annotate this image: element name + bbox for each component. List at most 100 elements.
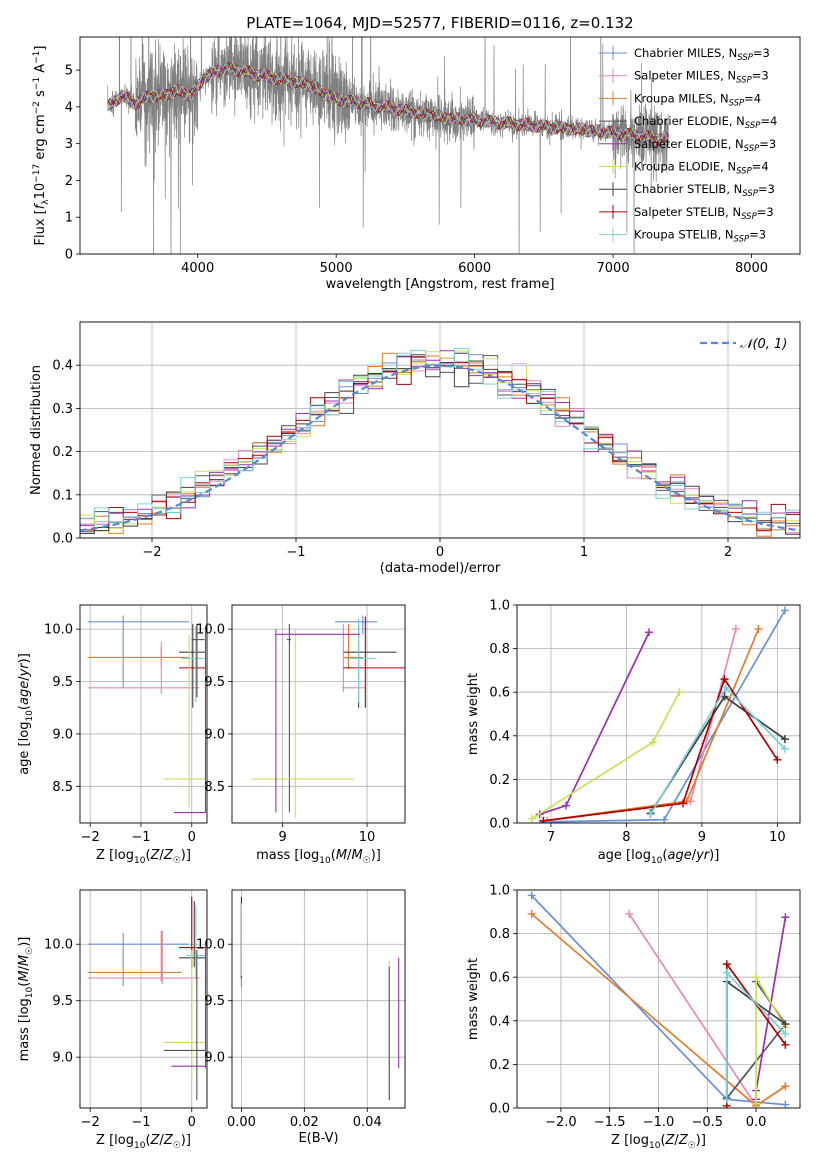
weight-marker-kroupa-elodie-0 xyxy=(528,814,537,823)
age-vs-metallicity-panel: −2 −1 0 8.5 9.0 9.5 10.0 Z [log10(Z/Z☉)] age [lo… xyxy=(17,604,208,866)
errorbar-plot-area xyxy=(87,896,207,1101)
histogram-chabrier-stelib xyxy=(80,354,800,535)
y-tick-label-3: 10.0 xyxy=(196,623,225,638)
errorbar-plot-area xyxy=(251,615,405,818)
weight-marker-salpeter-miles-0 xyxy=(625,909,634,918)
mass-vs-metallicity-panel: −2 −1 0 9.0 9.5 10.0 Z [log10(Z/Z☉)] mass [log1… xyxy=(17,889,208,1151)
x-tick-label-2: −1.0 xyxy=(643,1115,675,1130)
y-tick-label-1: 9.5 xyxy=(204,994,225,1009)
x-tick-label-2: 0 xyxy=(436,545,444,560)
histogram-plot-area xyxy=(80,347,800,537)
weight-marker-kroupa-miles-0 xyxy=(527,909,536,918)
x-tick-label-0: −2 xyxy=(142,545,161,560)
x-axis-label: Z [log10(Z/Z☉)] xyxy=(611,1133,706,1151)
axes-frame xyxy=(231,604,406,824)
legend-label-6: Chabrier STELIB, NSSP=3 xyxy=(634,182,775,199)
axes-frame xyxy=(79,889,208,1109)
x-tick-label-0: 0.00 xyxy=(227,1115,256,1130)
weight-marker-salpeter-stelib-1 xyxy=(679,799,688,808)
weight-plot-area xyxy=(528,606,789,823)
weight-marker-chabrier-miles-0 xyxy=(527,891,536,900)
y-tick-label-0: 0.0 xyxy=(489,817,510,832)
weight-marker-salpeter-stelib-1 xyxy=(722,960,731,969)
y-tick-label-5: 1.0 xyxy=(489,884,510,899)
weight-marker-kroupa-elodie-0 xyxy=(752,1099,761,1108)
x-tick-label-4: 0.0 xyxy=(746,1115,767,1130)
weight-marker-kroupa-stelib-2 xyxy=(780,744,789,753)
legend-label-0: Chabrier MILES, NSSP=3 xyxy=(634,46,770,63)
model-spectrum-kroupa-stelib xyxy=(107,63,669,145)
y-axis-label: mass [log10(M/M☉)] xyxy=(17,937,35,1062)
y-axis-label: Normed distribution xyxy=(29,365,44,495)
x-tick-label-2: 0 xyxy=(188,830,196,845)
legend-label-8: Kroupa STELIB, NSSP=3 xyxy=(634,228,766,245)
y-tick-label-2: 10.0 xyxy=(44,938,73,953)
x-tick-label-1: 5000 xyxy=(320,261,353,276)
weight-marker-kroupa-elodie-1 xyxy=(648,738,657,747)
y-tick-label-1: 0.1 xyxy=(52,488,73,503)
y-tick-label-4: 0.4 xyxy=(52,359,73,374)
x-tick-label-0: −2 xyxy=(81,830,100,845)
legend-label-4: Salpeter ELODIE, NSSP=3 xyxy=(634,137,776,154)
axes-frame xyxy=(79,321,801,539)
y-axis-label: age [log10(age/yr)] xyxy=(17,653,35,775)
x-tick-label-0: 9 xyxy=(278,830,286,845)
errorbar-plot-area xyxy=(87,615,207,814)
weight-marker-kroupa-stelib-0 xyxy=(722,1095,731,1104)
weight-marker-salpeter-miles-2 xyxy=(731,624,740,633)
y-tick-label-0: 8.5 xyxy=(52,780,73,795)
y-tick-label-1: 0.2 xyxy=(489,1058,510,1073)
weight-marker-chabrier-miles-2 xyxy=(781,1100,790,1108)
y-tick-label-4: 4 xyxy=(65,100,73,115)
x-tick-label-3: 10 xyxy=(769,830,786,845)
y-tick-label-1: 9.5 xyxy=(52,994,73,1009)
residual-histogram-panel: −2 −1 0 1 2 0.0 0.1 0.2 0.3 0.4 (data-model)/error… xyxy=(29,321,801,576)
x-axis-label: E(B-V) xyxy=(298,1131,338,1146)
model-spectrum-salpeter-stelib xyxy=(107,61,669,146)
weight-marker-chabrier-stelib-2 xyxy=(780,735,789,744)
y-tick-label-1: 0.2 xyxy=(489,773,510,788)
y-tick-label-3: 0.6 xyxy=(489,686,510,701)
y-tick-label-1: 9.0 xyxy=(52,727,73,742)
legend-label-1: Salpeter MILES, NSSP=3 xyxy=(634,69,769,86)
x-tick-label-1: 0.02 xyxy=(290,1115,319,1130)
x-tick-label-1: 8 xyxy=(622,830,630,845)
weight-marker-chabrier-miles-2 xyxy=(780,606,789,615)
y-tick-label-0: 0.0 xyxy=(489,1102,510,1117)
spectrum-legend: Chabrier MILES, NSSP=3 Salpeter MILES, NS… xyxy=(599,46,777,245)
y-tick-label-2: 0.4 xyxy=(489,729,510,744)
normal-curve xyxy=(80,364,800,532)
weight-marker-salpeter-stelib-2 xyxy=(720,675,729,684)
legend-label-2: Kroupa MILES, NSSP=4 xyxy=(634,91,761,108)
y-tick-label-0: 8.5 xyxy=(204,780,225,795)
weight-marker-chabrier-stelib-2 xyxy=(781,1020,790,1029)
weight-marker-salpeter-stelib-2 xyxy=(781,1040,790,1049)
weight-marker-salpeter-stelib-3 xyxy=(773,755,782,764)
y-tick-label-3: 0.6 xyxy=(489,971,510,986)
x-tick-label-2: 6000 xyxy=(458,261,491,276)
y-tick-label-2: 0.2 xyxy=(52,445,73,460)
errorbar-plot-area xyxy=(240,896,400,1101)
y-tick-label-1: 1 xyxy=(65,211,73,226)
x-tick-label-0: −2 xyxy=(81,1115,100,1130)
legend-label-5: Kroupa ELODIE, NSSP=4 xyxy=(634,160,769,177)
x-tick-label-2: 0.04 xyxy=(353,1115,382,1130)
y-tick-label-0: 0.0 xyxy=(52,532,73,547)
weight-marker-kroupa-elodie-1 xyxy=(752,973,761,982)
x-axis-label: (data-model)/error xyxy=(380,561,501,576)
y-tick-label-2: 9.5 xyxy=(204,675,225,690)
y-tick-label-5: 5 xyxy=(65,64,73,79)
y-tick-label-3: 10.0 xyxy=(44,623,73,638)
x-tick-label-3: 1 xyxy=(580,545,588,560)
y-tick-label-3: 0.3 xyxy=(52,402,73,417)
y-tick-label-2: 10.0 xyxy=(196,938,225,953)
y-tick-label-4: 0.8 xyxy=(489,927,510,942)
x-axis-label: wavelength [Angstrom, rest frame] xyxy=(326,277,555,292)
weight-marker-chabrier-miles-1 xyxy=(660,815,669,823)
mass-vs-ebv-panel: 0.00 0.02 0.04 9.0 9.5 10.0 E(B-V) xyxy=(196,889,406,1146)
axes-frame xyxy=(79,36,801,255)
weight-marker-salpeter-elodie-2 xyxy=(645,628,654,637)
x-tick-label-1: −1 xyxy=(131,1115,150,1130)
legend-label-3: Chabrier ELODIE, NSSP=4 xyxy=(634,114,777,131)
